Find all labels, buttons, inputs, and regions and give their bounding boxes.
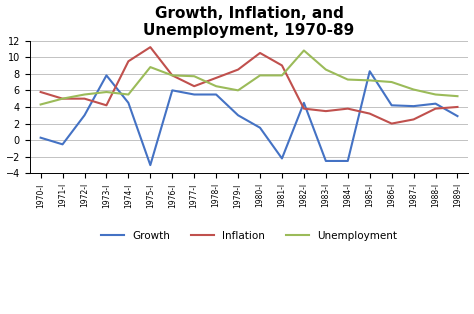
- Line: Growth: Growth: [41, 71, 457, 165]
- Growth: [367, 69, 373, 73]
- Growth: [104, 73, 109, 77]
- Inflation: [126, 59, 131, 63]
- Inflation: [191, 84, 197, 88]
- Unemployment: [235, 89, 241, 92]
- Unemployment: [147, 65, 153, 69]
- Growth: [455, 114, 460, 118]
- Unemployment: [301, 49, 307, 52]
- Unemployment: [367, 78, 373, 82]
- Growth: [389, 103, 394, 107]
- Unemployment: [191, 74, 197, 78]
- Unemployment: [169, 73, 175, 77]
- Unemployment: [257, 73, 263, 77]
- Growth: [279, 157, 285, 160]
- Unemployment: [411, 88, 417, 91]
- Inflation: [279, 63, 285, 67]
- Inflation: [345, 107, 351, 111]
- Growth: [60, 143, 65, 146]
- Inflation: [104, 103, 109, 107]
- Inflation: [389, 122, 394, 126]
- Unemployment: [60, 97, 65, 100]
- Growth: [191, 93, 197, 96]
- Unemployment: [126, 93, 131, 96]
- Inflation: [455, 105, 460, 109]
- Inflation: [367, 112, 373, 116]
- Unemployment: [213, 84, 219, 88]
- Line: Unemployment: Unemployment: [41, 51, 457, 105]
- Unemployment: [345, 78, 351, 81]
- Unemployment: [389, 80, 394, 84]
- Inflation: [257, 51, 263, 55]
- Inflation: [213, 76, 219, 80]
- Growth: [323, 159, 328, 163]
- Growth: [257, 126, 263, 130]
- Legend: Growth, Inflation, Unemployment: Growth, Inflation, Unemployment: [97, 227, 401, 245]
- Inflation: [38, 90, 44, 94]
- Unemployment: [279, 73, 285, 77]
- Inflation: [433, 107, 438, 111]
- Growth: [169, 89, 175, 92]
- Growth: [147, 163, 153, 167]
- Line: Inflation: Inflation: [41, 47, 457, 124]
- Unemployment: [323, 68, 328, 72]
- Inflation: [411, 117, 417, 121]
- Unemployment: [38, 103, 44, 106]
- Growth: [213, 93, 219, 96]
- Growth: [345, 159, 351, 163]
- Title: Growth, Inflation, and
Unemployment, 1970-89: Growth, Inflation, and Unemployment, 197…: [144, 6, 355, 38]
- Growth: [38, 136, 44, 140]
- Inflation: [235, 68, 241, 72]
- Unemployment: [104, 90, 109, 94]
- Growth: [235, 113, 241, 117]
- Inflation: [147, 45, 153, 49]
- Unemployment: [433, 93, 438, 96]
- Inflation: [82, 97, 87, 100]
- Growth: [82, 113, 87, 117]
- Inflation: [169, 73, 175, 77]
- Inflation: [323, 109, 328, 113]
- Unemployment: [82, 93, 87, 96]
- Unemployment: [455, 94, 460, 98]
- Growth: [301, 101, 307, 105]
- Growth: [433, 102, 438, 106]
- Inflation: [301, 107, 307, 111]
- Growth: [411, 104, 417, 108]
- Inflation: [60, 97, 65, 100]
- Growth: [126, 101, 131, 105]
